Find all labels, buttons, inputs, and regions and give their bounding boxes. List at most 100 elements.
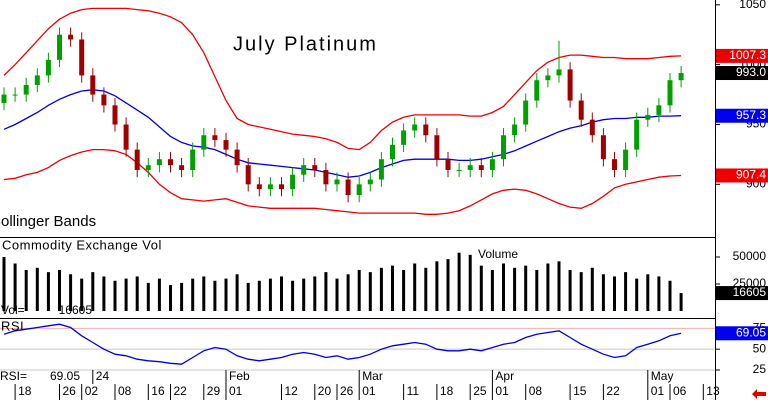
candle-body [134,149,140,170]
volume-bar [446,259,450,311]
volume-bar [579,272,583,311]
candle-body [145,165,151,170]
candle-body [523,100,529,125]
month-label: Apr [495,369,514,383]
volume-bar [268,278,272,311]
month-label: 24 [96,369,110,383]
x-tick-label: 22 [606,384,620,398]
candle-body [190,149,196,170]
candle-body [179,165,185,170]
panel-subtitle: Volume [478,247,518,261]
month-label: Feb [229,369,250,383]
candle-body [578,100,584,120]
volume-bar [668,280,672,311]
candle-body [600,135,606,160]
candle-body [478,165,484,170]
volume-bar [169,285,172,311]
volume-bar [124,278,128,311]
candle-body [412,124,418,131]
volume-bar [457,252,461,311]
candle-body [201,135,207,150]
value-tag [716,66,768,81]
candle-body [345,179,351,196]
volume-bar [157,278,161,311]
scroll-arrow[interactable] [752,389,766,399]
volume-bar [657,276,661,311]
candle-body [512,124,518,136]
y-tick-label: 25 [753,362,767,376]
x-tick-label: 18 [18,384,32,398]
x-tick-label: 29 [207,384,221,398]
candle-body [634,119,640,150]
volume-bar [91,272,95,311]
volume-bar [490,269,494,311]
volume-bar [80,278,84,311]
month-label: Mar [362,369,383,383]
candle-body [334,179,340,185]
x-tick-label: 25 [473,384,487,398]
volume-bar [502,263,505,311]
candle-body [245,165,251,185]
volume-bar [357,269,361,311]
candle-body [290,174,296,190]
value-tag-label: 1007.3 [729,48,766,62]
volume-bar [213,280,217,311]
panel-title: RSI [1,318,24,333]
moving-average [3,89,682,178]
candle-body [401,130,407,145]
volume-bar [180,282,184,311]
candle-body [390,144,395,160]
candle-body [489,159,495,170]
value-tag [716,48,768,63]
candle-body [112,105,118,125]
candle-body [68,34,74,40]
readout-value: 16605 [59,303,93,317]
volume-bar [102,276,106,311]
volume-bar [424,267,428,311]
candle-body [79,39,85,76]
volume-bar [524,265,528,311]
volume-bar [291,280,295,311]
candle-body [267,184,273,190]
x-tick-label: 01 [495,384,509,398]
candle-body [356,184,362,196]
candle-body [434,135,440,160]
candle-body [256,184,262,190]
readout-label: RSI= [0,369,27,383]
candle-body [234,149,240,166]
volume-bar [613,276,616,311]
x-tick-label: 01 [651,384,665,398]
x-tick-label: 08 [529,384,543,398]
candle-body [467,165,473,170]
x-tick-label: 01 [229,384,243,398]
readout-label: Vol= [1,303,25,317]
x-tick-label: 12 [285,384,299,398]
y-tick-label: 50 [753,341,767,355]
candle-body [34,75,40,85]
y-tick-label: 50000 [733,249,767,263]
candle-body [12,94,18,96]
x-tick-label: 08 [118,384,132,398]
volume-bar [46,272,50,311]
volume-bar [346,274,350,311]
volume-bar [402,269,406,311]
candle-body [423,124,429,136]
volume-bar [69,274,73,311]
month-label: May [651,369,674,383]
candle-body [534,80,540,101]
candle-body [168,159,173,166]
x-tick-label: 06 [673,384,687,398]
volume-bar [35,267,39,311]
volume-bar [479,265,483,311]
volume-bar [646,274,650,311]
candle-body [212,135,218,141]
x-tick-label: 20 [318,384,332,398]
plot [0,7,715,371]
value-tag-label: 69.05 [736,325,766,339]
candle-body [612,159,617,170]
x-tick-label: 16 [151,384,165,398]
value-tag-label: 907.4 [736,168,766,182]
volume-bar [224,278,228,311]
